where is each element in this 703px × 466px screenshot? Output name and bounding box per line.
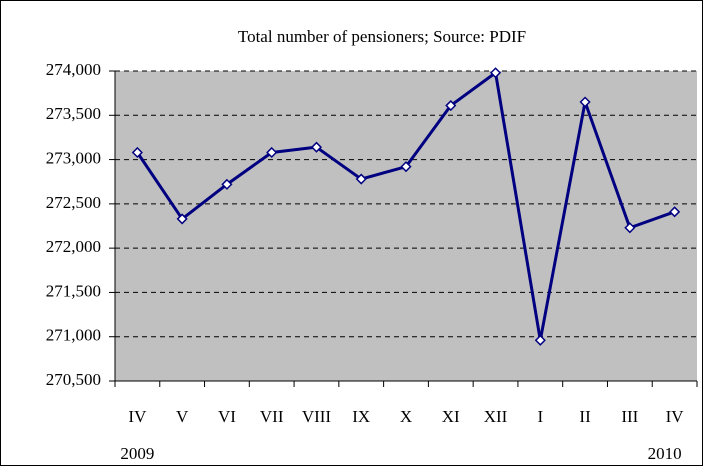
marker [579, 96, 591, 108]
x-tick-label: IV [666, 407, 685, 426]
x-tick-label: XI [442, 407, 460, 426]
x-tick-label: V [176, 407, 189, 426]
y-tick-label: 271,000 [46, 326, 101, 345]
x-tick-label: I [537, 407, 543, 426]
marker [355, 173, 367, 185]
marker [131, 146, 143, 159]
marker [266, 146, 278, 159]
x-tick-label: IV [128, 407, 147, 426]
y-tick-label: 273,000 [46, 148, 101, 167]
y-tick-label: 272,500 [46, 193, 101, 212]
x-tick-label: III [621, 407, 638, 426]
y-tick-label: 274,000 [46, 60, 101, 79]
marker [624, 222, 636, 234]
year-label: 2010 [648, 444, 682, 463]
x-tick-label: X [400, 407, 412, 426]
marker [221, 178, 233, 190]
marker [445, 99, 457, 112]
year-label: 2009 [120, 444, 154, 463]
x-tick-label: XII [484, 407, 508, 426]
x-tick-label: IX [352, 407, 370, 426]
chart-title: Total number of pensioners; Source: PDIF [238, 27, 526, 46]
x-tick-label: VIII [302, 407, 332, 426]
y-tick-label: 273,500 [46, 104, 101, 123]
plot-area [115, 71, 697, 381]
marker [310, 141, 323, 153]
y-tick-label: 270,500 [46, 370, 101, 389]
x-tick-label: VII [260, 407, 284, 426]
x-tick-label: II [579, 407, 591, 426]
marker [489, 67, 502, 79]
y-tick-label: 272,000 [46, 237, 101, 256]
x-tick-label: VI [218, 407, 236, 426]
marker [534, 334, 546, 346]
marker [176, 213, 188, 225]
marker [669, 206, 681, 218]
marker [400, 161, 412, 173]
y-tick-label: 271,500 [46, 281, 101, 300]
